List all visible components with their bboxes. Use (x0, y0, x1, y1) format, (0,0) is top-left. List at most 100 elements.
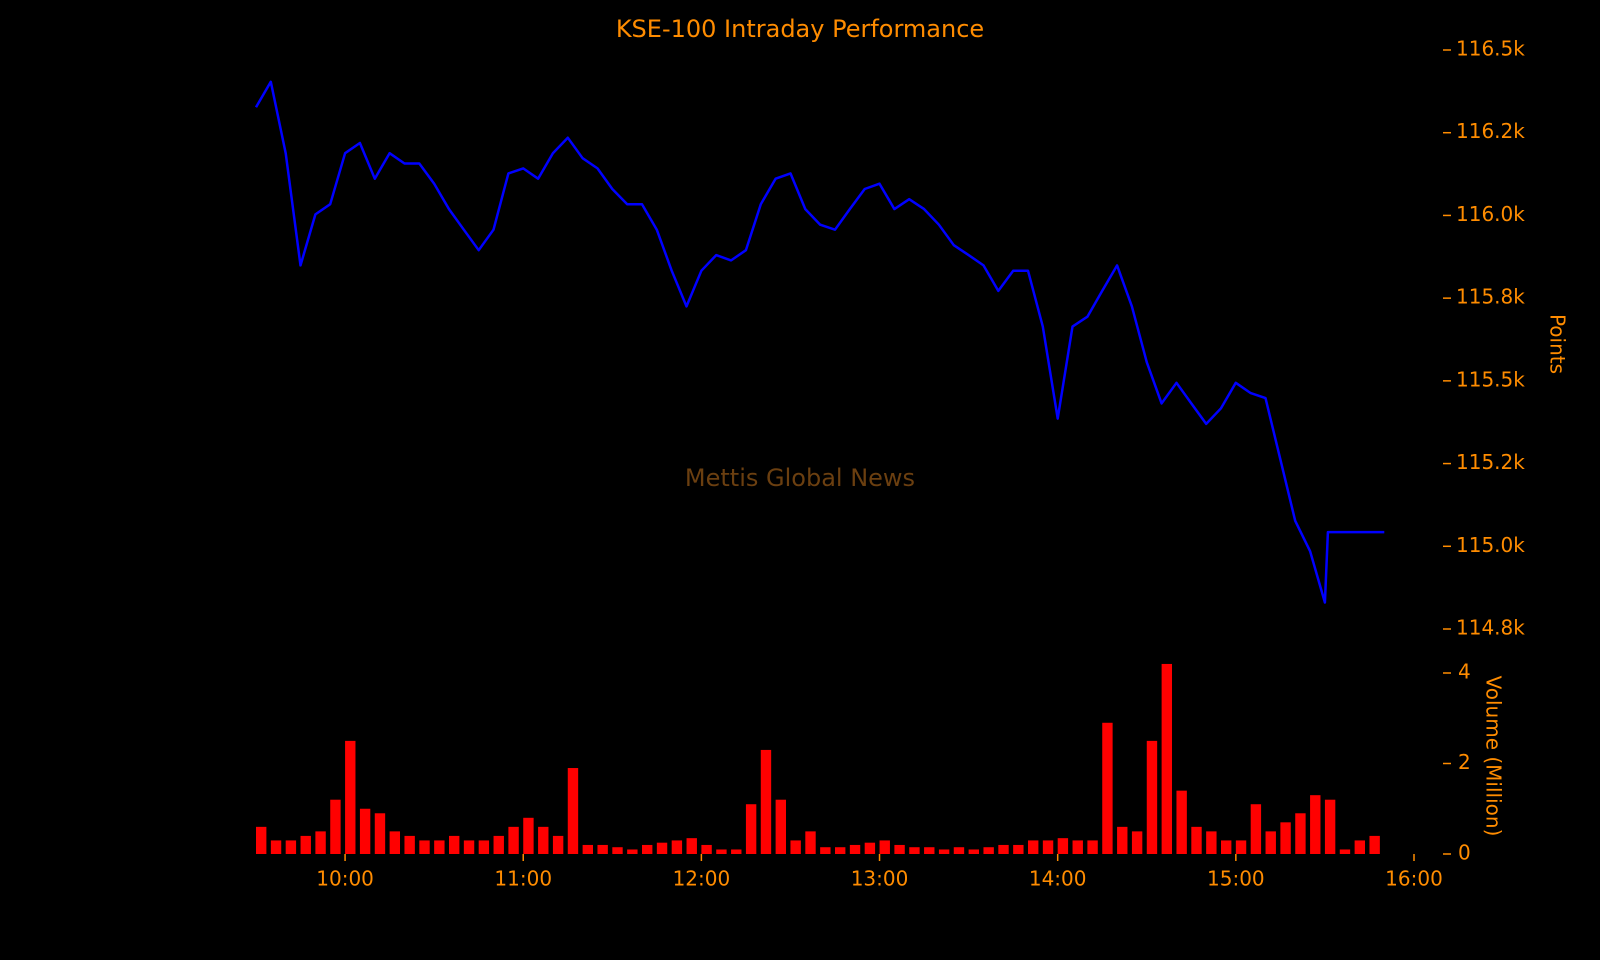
x-tick-label: 14:00 (1029, 867, 1087, 891)
volume-bar (671, 840, 683, 854)
volume-bar (419, 840, 430, 854)
volume-bar (1280, 822, 1291, 854)
y-tick-label: 4 (1458, 660, 1471, 684)
y-tick-label: 116.0k (1456, 202, 1525, 226)
volume-bar (508, 826, 519, 854)
volume-bar (731, 849, 742, 854)
volume-bar (716, 849, 727, 854)
volume-bar (330, 799, 341, 854)
volume-bar (523, 817, 534, 854)
volume-bar (1146, 740, 1158, 854)
volume-bar (1310, 795, 1321, 854)
y2-axis-label: Volume (Million) (1482, 676, 1506, 837)
x-tick-label: 10:00 (316, 867, 374, 891)
volume-bar (285, 840, 297, 854)
y-tick-label: 115.0k (1456, 533, 1525, 557)
volume-bar (612, 847, 623, 854)
volume-bar (924, 847, 935, 854)
volume-bar (1057, 838, 1069, 854)
y-tick-label: 116.2k (1456, 119, 1525, 143)
volume-bar (1206, 831, 1217, 854)
volume-bar (567, 768, 579, 854)
volume-bar (270, 840, 282, 854)
volume-bar (760, 749, 772, 854)
volume-bar (1191, 826, 1202, 854)
volume-bar (1250, 804, 1262, 854)
volume-bar (359, 808, 371, 854)
volume-bar (493, 835, 504, 854)
volume-bar (1176, 790, 1187, 854)
volume-bar (1354, 840, 1366, 854)
volume-bar (478, 840, 490, 854)
volume-bar (686, 838, 697, 854)
volume-bar (597, 844, 608, 854)
volume-bar (1028, 840, 1039, 854)
volume-bar (463, 840, 475, 854)
volume-bar (582, 844, 594, 854)
volume-bar (256, 826, 267, 854)
x-tick-label: 13:00 (851, 867, 909, 891)
volume-bar (968, 849, 980, 854)
volume-bar (374, 813, 386, 854)
volume-bar (953, 847, 965, 854)
volume-bar (1013, 844, 1024, 854)
volume-bar (1265, 831, 1276, 854)
volume-bar (1369, 835, 1380, 854)
volume-bar (998, 844, 1009, 854)
volume-bar (315, 831, 326, 854)
y-tick-label: 115.8k (1456, 285, 1525, 309)
volume-bar (345, 740, 356, 854)
volume-bar (805, 831, 816, 854)
volume-bar (1339, 849, 1351, 854)
volume-bar (790, 840, 801, 854)
volume-bar (300, 835, 311, 854)
volume-bar (1102, 722, 1113, 854)
volume-bar (1087, 840, 1098, 854)
volume-bar (1221, 840, 1232, 854)
volume-bar (1042, 840, 1054, 854)
watermark: Mettis Global News (685, 464, 915, 492)
volume-bar (1161, 663, 1173, 854)
volume-bar (879, 840, 890, 854)
volume-bar (745, 804, 757, 854)
volume-bar (656, 842, 668, 854)
x-tick-label: 12:00 (673, 867, 731, 891)
volume-bar (404, 835, 415, 854)
x-tick-label: 11:00 (494, 867, 552, 891)
volume-bar (1072, 840, 1083, 854)
volume-bar (983, 847, 994, 854)
volume-bar (1324, 799, 1336, 854)
volume-bar (1131, 831, 1143, 854)
volume-bar (894, 844, 905, 854)
volume-bar (434, 840, 445, 854)
volume-bar (835, 847, 846, 854)
x-tick-label: 15:00 (1207, 867, 1265, 891)
volume-bar (449, 835, 460, 854)
y-tick-label: 115.2k (1456, 450, 1525, 474)
y-tick-label: 2 (1458, 750, 1471, 774)
volume-bar (552, 835, 564, 854)
volume-bar (1235, 840, 1247, 854)
y-tick-label: 115.5k (1456, 367, 1525, 391)
volume-bar (1295, 813, 1306, 854)
volume-bar (701, 844, 712, 854)
price-line (254, 80, 1385, 604)
volume-bar (909, 847, 920, 854)
volume-bar (389, 831, 401, 854)
volume-bar (938, 849, 950, 854)
volume-bar (820, 847, 831, 854)
y-axis-label: Points (1546, 314, 1570, 374)
volume-bar (849, 844, 861, 854)
x-tick-label: 16:00 (1385, 867, 1443, 891)
volume-bar (775, 799, 787, 854)
volume-bar (864, 842, 876, 854)
volume-bar (538, 826, 549, 854)
y-tick-label: 0 (1458, 841, 1471, 865)
volume-bar (642, 844, 653, 854)
y-tick-label: 116.5k (1456, 37, 1525, 61)
chart-title: KSE-100 Intraday Performance (616, 15, 984, 43)
y-tick-label: 114.8k (1456, 616, 1525, 640)
volume-bar (1117, 826, 1128, 854)
